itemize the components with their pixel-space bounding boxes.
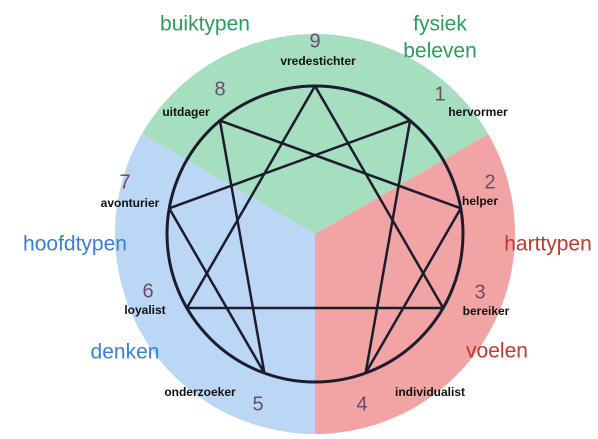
node-name: vredestichter xyxy=(280,54,356,68)
node-name: avonturier xyxy=(101,196,160,210)
node-name: uitdager xyxy=(162,105,210,119)
corner-label: beleven xyxy=(403,40,477,63)
node-number: 5 xyxy=(252,393,263,415)
corner-label: buiktypen xyxy=(160,13,250,36)
node-number: 6 xyxy=(142,280,153,302)
corner-label: voelen xyxy=(466,340,528,363)
node-name: bereiker xyxy=(463,304,510,318)
corner-label: fysiek xyxy=(413,13,467,36)
enneagram: buiktypen fysiek beleven hoofdtypen denk… xyxy=(0,0,598,439)
node-number: 3 xyxy=(474,281,485,303)
node-number: 8 xyxy=(214,78,225,100)
node-number: 9 xyxy=(309,30,320,52)
corner-label: harttypen xyxy=(504,233,592,256)
page: buiktypen fysiek beleven hoofdtypen denk… xyxy=(0,0,598,439)
node-name: onderzoeker xyxy=(164,385,236,399)
corner-label: denken xyxy=(91,341,160,364)
corner-label: hoofdtypen xyxy=(23,233,127,256)
node-number: 1 xyxy=(434,83,445,105)
node-name: helper xyxy=(462,194,498,208)
node-number: 2 xyxy=(484,171,495,193)
node-number: 4 xyxy=(356,393,367,415)
node-number: 7 xyxy=(119,171,130,193)
node-name: loyalist xyxy=(124,303,165,317)
node-name: hervormer xyxy=(448,105,508,119)
node-name: individualist xyxy=(395,385,465,399)
